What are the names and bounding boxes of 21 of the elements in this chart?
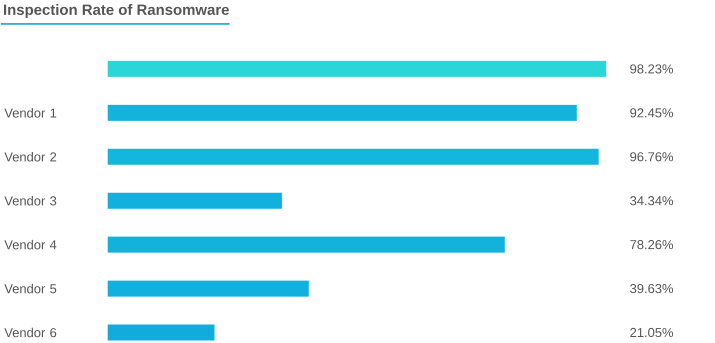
data-label: 34.34% bbox=[630, 196, 674, 206]
data-label: 39.63% bbox=[630, 284, 674, 294]
bar bbox=[108, 61, 606, 78]
y-tick-label: Vendor 5 bbox=[4, 284, 56, 294]
data-label: 21.05% bbox=[630, 328, 674, 338]
chart-title: Inspection Rate of Ransomware bbox=[4, 4, 229, 18]
data-label: 96.76% bbox=[630, 152, 674, 162]
data-label: 92.45% bbox=[630, 108, 674, 118]
data-label: 78.26% bbox=[630, 240, 674, 250]
y-tick-label: Vendor 1 bbox=[4, 108, 56, 118]
y-tick-label: Vendor 2 bbox=[4, 152, 56, 162]
bar bbox=[108, 324, 214, 341]
bar bbox=[108, 236, 505, 253]
bar bbox=[108, 192, 282, 209]
bar bbox=[108, 280, 309, 297]
data-label: 98.23% bbox=[630, 64, 674, 74]
bar bbox=[108, 148, 599, 165]
bar bbox=[108, 105, 577, 122]
y-tick-label: Vendor 4 bbox=[4, 240, 56, 250]
y-tick-label: Vendor 3 bbox=[4, 196, 56, 206]
y-tick-label: Vendor 6 bbox=[4, 328, 56, 338]
